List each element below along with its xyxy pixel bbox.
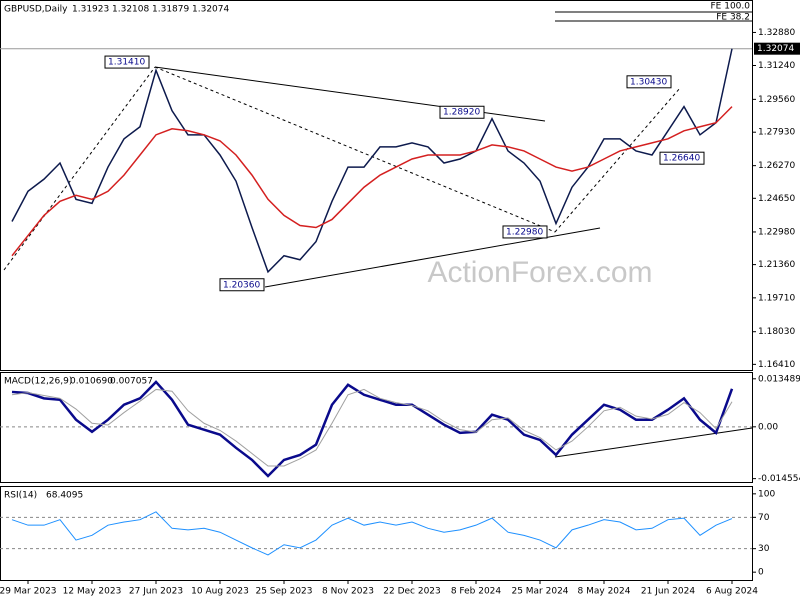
x-tick-label: 8 Nov 2023 xyxy=(322,587,374,597)
y-tick-label: 1.29560 xyxy=(758,95,795,105)
y-tick-label: 1.31240 xyxy=(758,61,795,71)
panel-title: MACD(12,26,9) xyxy=(4,377,72,387)
x-tick-label: 10 Aug 2023 xyxy=(191,587,249,597)
y-tick-label: 1.19710 xyxy=(758,293,795,303)
y-tick-label: 0.013489 xyxy=(758,374,800,384)
x-tick-label: 8 May 2024 xyxy=(578,587,631,597)
ohlc-value: 1.32108 xyxy=(112,5,149,15)
x-tick-label: 21 Jun 2024 xyxy=(641,587,695,597)
series-line xyxy=(11,106,733,257)
level-box xyxy=(502,225,548,239)
chart-title: GBPUSD,Daily xyxy=(4,5,68,15)
x-tick-label: 12 May 2023 xyxy=(63,587,122,597)
y-tick-label: 0.00 xyxy=(758,422,778,432)
trendline xyxy=(3,66,156,271)
ohlc-value: 1.32074 xyxy=(192,5,229,15)
series-line xyxy=(11,388,733,467)
x-tick-label: 29 Mar 2023 xyxy=(0,587,57,597)
readout-value: 0.010690 xyxy=(70,377,113,387)
level-box xyxy=(104,55,150,69)
readout-value: 68.4095 xyxy=(46,491,83,501)
series-line xyxy=(11,48,733,274)
y-tick-label: 1.21360 xyxy=(758,260,795,270)
y-tick-label: 0 xyxy=(758,568,764,578)
macd-trendline xyxy=(554,427,753,458)
series-line xyxy=(11,380,734,478)
x-tick-label: 25 Mar 2024 xyxy=(511,587,568,597)
y-tick-label: 1.24650 xyxy=(758,194,795,204)
x-tick-label: 27 Jun 2023 xyxy=(129,587,183,597)
level-label: 1.20360 xyxy=(223,280,260,290)
y-tick-label: 100 xyxy=(758,489,775,499)
y-tick-label: -0.014554 xyxy=(758,474,800,484)
readout-value: 0.007057 xyxy=(110,377,153,387)
level-label: 1.22980 xyxy=(506,227,543,237)
y-tick-label: 1.16410 xyxy=(758,360,795,370)
level-box xyxy=(626,75,672,89)
level-label: 1.26640 xyxy=(663,154,700,164)
level-label: 1.28920 xyxy=(443,108,480,118)
price-tag-label: 1.32074 xyxy=(757,44,794,54)
trendline xyxy=(154,66,556,233)
y-tick-label: 1.18030 xyxy=(758,327,795,337)
y-tick-label: 30 xyxy=(758,544,770,554)
ohlc-value: 1.31879 xyxy=(152,5,189,15)
x-tick-label: 25 Sep 2023 xyxy=(255,587,312,597)
level-label: 1.31410 xyxy=(108,58,145,68)
watermark: ActionForex.com xyxy=(427,256,652,289)
x-tick-label: 6 Aug 2024 xyxy=(706,587,758,597)
panel-frame xyxy=(0,372,753,483)
y-tick-label: 70 xyxy=(758,513,770,523)
price-tag xyxy=(754,42,800,55)
fibo-label: FE 38.2 xyxy=(716,13,750,23)
level-box xyxy=(219,278,265,292)
level-box xyxy=(439,105,485,119)
y-tick-label: 1.26270 xyxy=(758,161,795,171)
trendline xyxy=(554,87,681,233)
level-label: 1.30430 xyxy=(630,77,667,87)
y-tick-label: 1.32880 xyxy=(758,28,795,38)
series-line xyxy=(11,511,733,556)
level-box xyxy=(659,151,705,165)
x-tick-label: 22 Dec 2023 xyxy=(383,587,441,597)
panel-title: RSI(14) xyxy=(4,491,37,501)
y-tick-label: 1.22980 xyxy=(758,227,795,237)
ohlc-value: 1.31923 xyxy=(72,5,109,15)
panel-frame xyxy=(0,486,753,581)
x-tick-label: 8 Feb 2024 xyxy=(451,587,502,597)
y-tick-label: 1.27930 xyxy=(758,128,795,138)
panel-frame xyxy=(0,0,753,371)
fibo-label: FE 100.0 xyxy=(711,2,751,12)
